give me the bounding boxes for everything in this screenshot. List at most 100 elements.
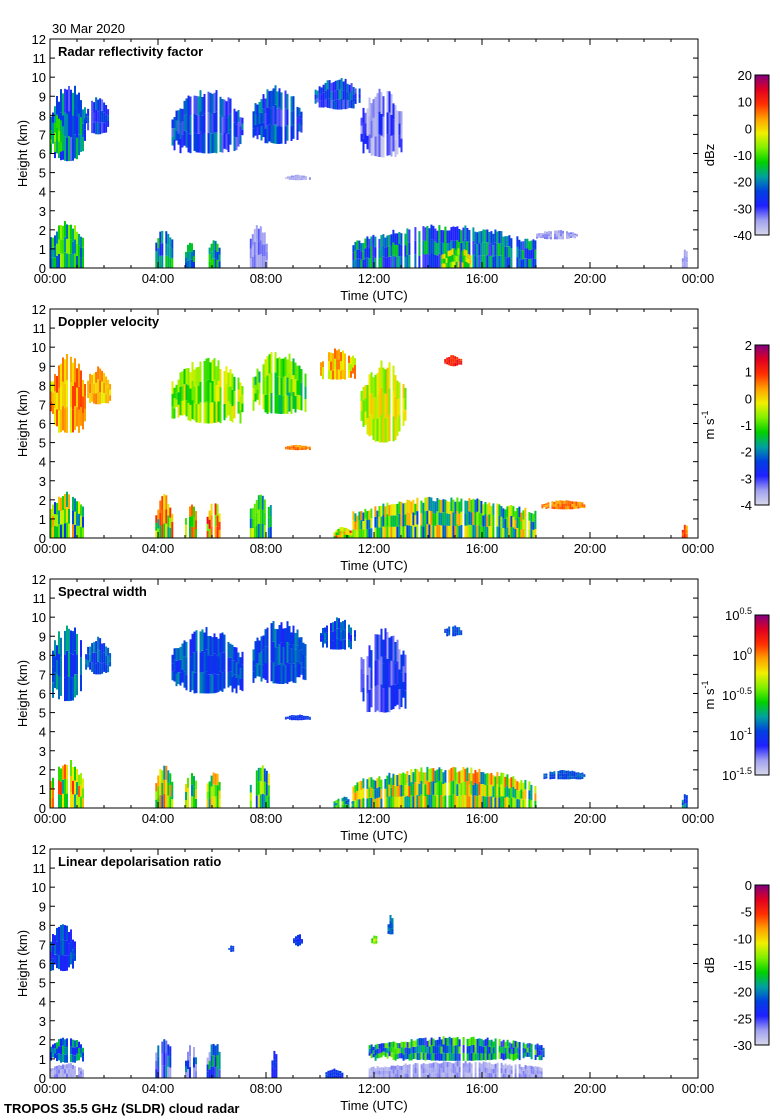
echo-stripe — [364, 133, 367, 144]
echo-stripe — [457, 248, 460, 255]
echo-stripe — [508, 257, 511, 268]
echo-stripe — [360, 668, 363, 681]
echo-stripe — [446, 362, 449, 365]
echo-stripe — [508, 1042, 511, 1048]
echo-stripe — [60, 1065, 62, 1070]
echo-stripe — [456, 359, 459, 363]
echo-stripe — [336, 80, 339, 90]
echo-stripe — [308, 718, 311, 720]
echo-stripe — [571, 773, 574, 777]
echo-stripe — [262, 664, 265, 679]
echo-stripe — [195, 798, 197, 808]
echo-stripe — [227, 642, 230, 658]
echo-stripe — [76, 94, 78, 117]
echo-stripe — [382, 503, 385, 516]
echo-stripe — [325, 1072, 328, 1075]
echo-stripe — [295, 939, 297, 943]
echo-stripe — [276, 358, 279, 377]
echo-stripe — [185, 384, 188, 401]
echo-stripe — [288, 178, 291, 180]
echo-stripe — [175, 120, 178, 131]
echo-stripe — [183, 656, 186, 672]
echo-stripe — [384, 527, 387, 538]
echo-stripe — [536, 1048, 539, 1053]
x-tick-label: 08:00 — [250, 541, 283, 556]
echo-stripe — [97, 111, 100, 123]
echo-stripe — [394, 1042, 397, 1049]
echo-stripe — [337, 531, 340, 535]
echo-stripe — [169, 257, 172, 268]
echo-stripe — [404, 502, 407, 515]
x-axis-label: Time (UTC) — [340, 1098, 407, 1113]
echo-stripe — [74, 1066, 76, 1070]
echo-stripe — [510, 797, 513, 808]
echo-stripe — [171, 529, 174, 538]
echo-stripe — [522, 782, 525, 792]
echo-stripe — [402, 1041, 405, 1049]
echo-stripe — [482, 1061, 485, 1068]
echo-stripe — [76, 1046, 78, 1054]
echo-stripe — [280, 358, 283, 378]
echo-stripe — [169, 247, 172, 258]
echo-stripe — [208, 1060, 211, 1070]
echo-stripe — [492, 1047, 495, 1054]
echo-stripe — [97, 379, 100, 392]
echo-stripe — [254, 103, 257, 114]
echo-stripe — [346, 83, 349, 93]
echo-stripe — [516, 257, 519, 268]
echo-stripe — [366, 674, 369, 694]
echo-stripe — [80, 236, 82, 248]
echo-stripe — [384, 418, 387, 443]
echo-stripe — [255, 525, 258, 538]
echo-stripe — [308, 446, 311, 448]
echo-stripe — [380, 779, 383, 790]
echo-stripe — [233, 390, 236, 405]
echo-stripe — [392, 785, 395, 797]
echo-stripe — [424, 784, 427, 797]
echo-stripe — [534, 240, 537, 250]
echo-stripe — [577, 501, 580, 505]
echo-stripe — [510, 238, 513, 249]
echo-stripe — [155, 530, 158, 538]
echo-stripe — [290, 718, 293, 721]
echo-stripe — [526, 1069, 529, 1074]
echo-stripe — [296, 661, 299, 678]
echo-stripe — [486, 504, 489, 516]
echo-stripe — [396, 244, 399, 257]
echo-stripe — [256, 650, 259, 664]
echo-stripe — [456, 511, 459, 525]
echo-stripe — [195, 114, 198, 134]
echo-stripe — [447, 262, 450, 268]
echo-stripe — [266, 356, 269, 376]
echo-stripe — [484, 255, 487, 268]
echo-stripe — [105, 664, 108, 673]
echo-stripe — [64, 112, 66, 137]
echo-stripe — [557, 771, 560, 774]
echo-stripe — [556, 233, 558, 237]
echo-stripe — [404, 1063, 407, 1069]
echo-stripe — [444, 359, 447, 361]
echo-stripe — [400, 654, 403, 673]
echo-stripe — [195, 520, 197, 530]
echo-stripe — [388, 505, 391, 517]
echo-stripe — [524, 1048, 527, 1053]
echo-stripe — [189, 96, 192, 116]
echo-stripe — [412, 1064, 415, 1069]
echo-stripe — [78, 1074, 80, 1078]
echo-stripe — [54, 1043, 56, 1049]
echo-stripe — [461, 250, 464, 257]
echo-stripe — [504, 797, 507, 808]
echo-stripe — [82, 798, 84, 808]
echo-stripe — [52, 403, 54, 414]
echo-stripe — [416, 769, 419, 783]
echo-stripe — [228, 949, 231, 950]
echo-stripe — [570, 234, 572, 237]
echo-stripe — [400, 244, 403, 257]
echo-stripe — [528, 259, 531, 268]
echo-stripe — [78, 796, 80, 808]
echo-stripe — [454, 359, 457, 363]
echo-stripe — [448, 782, 451, 796]
echo-stripe — [64, 88, 66, 113]
echo-stripe — [392, 416, 395, 442]
echo-stripe — [436, 1039, 439, 1047]
